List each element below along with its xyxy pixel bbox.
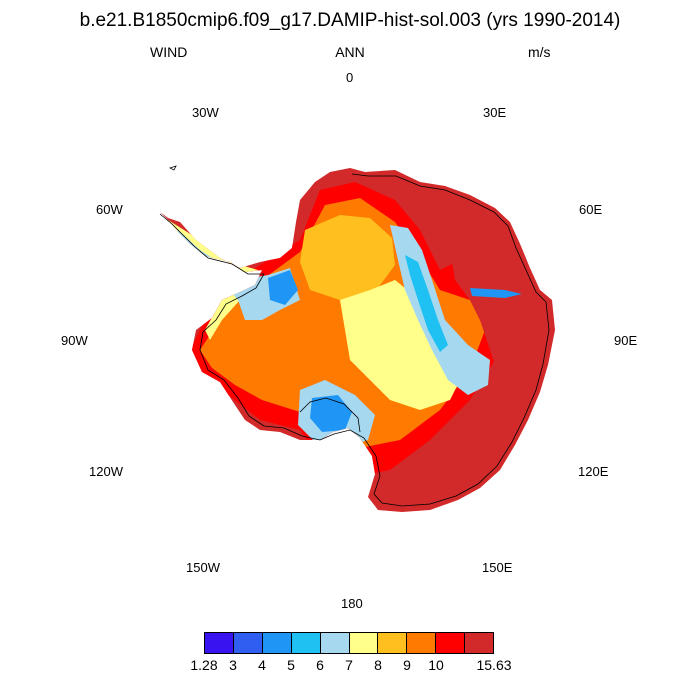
small-island: [168, 165, 177, 171]
variable-label: WIND: [150, 44, 188, 60]
colorbar-label: 5: [287, 657, 295, 673]
wind-shading-yellow-interior: [300, 215, 395, 300]
ross-ice-shelf-line: [299, 397, 361, 433]
lon-label-90w: 90W: [61, 333, 88, 348]
lon-label-30w: 30W: [192, 105, 219, 120]
season-label: ANN: [335, 44, 365, 60]
colorbar-swatch-8: [436, 633, 466, 653]
lon-label-180: 180: [341, 596, 363, 611]
lon-label-60e: 60E: [579, 202, 603, 217]
colorbar-swatch-0: [205, 633, 234, 653]
colorbar-swatch-2: [262, 633, 292, 653]
colorbar-swatch-3: [291, 633, 321, 653]
colorbar-label: 10: [428, 657, 444, 673]
colorbar-label: 15.63: [476, 657, 512, 673]
colorbar-label: 1.28: [190, 657, 218, 673]
coastline-outline: [159, 173, 550, 507]
wind-shading-cyan-east: [405, 255, 448, 352]
wind-shading-blue-coastal: [470, 288, 522, 298]
lon-label-30e: 30E: [483, 105, 507, 120]
colorbar-label: 6: [316, 657, 324, 673]
colorbar-swatch-4: [320, 633, 350, 653]
coastline: [159, 165, 550, 507]
colorbar-label: 7: [345, 657, 353, 673]
colorbar-label: 8: [374, 657, 382, 673]
colorbar-swatch-7: [407, 633, 437, 653]
colorbar-swatch-5: [349, 633, 379, 653]
colorbar-label: 4: [258, 657, 266, 673]
units-label: m/s: [528, 44, 551, 60]
colorbar-label: 9: [403, 657, 411, 673]
lon-label-90e: 90E: [614, 333, 638, 348]
colorbar-swatch-1: [233, 633, 263, 653]
lon-label-60w: 60W: [96, 202, 123, 217]
lon-label-150w: 150W: [186, 560, 220, 575]
lon-label-150e: 150E: [482, 560, 513, 575]
lon-label-120e: 120E: [578, 464, 609, 479]
lon-label-120w: 120W: [89, 464, 123, 479]
wind-shading-yellow-center: [340, 280, 460, 410]
plot-title: b.e21.B1850cmip6.f09_g17.DAMIP-hist-sol.…: [79, 10, 621, 31]
wind-shading-blue-west: [268, 270, 298, 305]
colorbar: [204, 632, 494, 654]
wind-shading-blue-ross: [310, 395, 352, 432]
wind-field: [160, 168, 555, 512]
colorbar-label: 3: [229, 657, 237, 673]
colorbar-swatch-9: [465, 633, 494, 653]
colorbar-swatch-6: [378, 633, 408, 653]
lon-label-0: 0: [346, 70, 354, 85]
